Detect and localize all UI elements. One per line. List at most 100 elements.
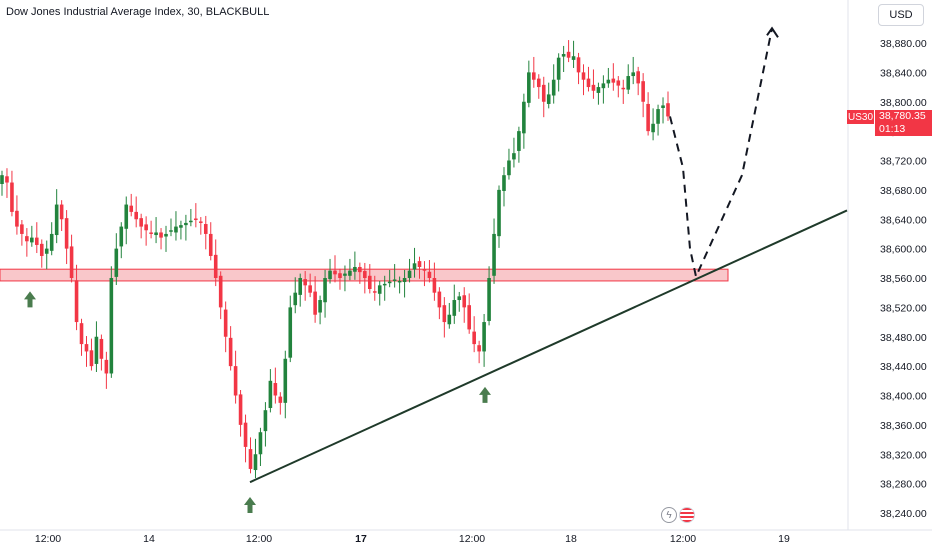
candle-body — [333, 270, 337, 275]
candle-body — [442, 305, 447, 323]
candle-body — [144, 224, 148, 231]
candle-body — [482, 322, 486, 352]
price-tick-label: 38,880.00 — [880, 38, 927, 50]
candle-body — [631, 72, 636, 77]
time-tick-label: 12:00 — [246, 533, 272, 545]
candle-body — [129, 205, 134, 212]
candle-body — [328, 270, 332, 280]
candle-body — [69, 246, 74, 278]
candle-body — [268, 380, 273, 408]
candle-body — [109, 278, 114, 374]
time-tick-label: 19 — [778, 533, 790, 545]
candle-body — [203, 224, 208, 234]
up-arrow-markers — [24, 26, 779, 513]
candle-body — [99, 338, 104, 359]
candle-body — [298, 278, 303, 295]
candle-body — [273, 383, 278, 396]
price-tick-label: 38,320.00 — [880, 449, 927, 461]
candle-body — [54, 204, 59, 236]
candle-body — [30, 237, 34, 243]
candle-body — [293, 292, 298, 306]
candle-body — [437, 291, 442, 308]
candle-body — [248, 449, 253, 469]
time-tick-label: 17 — [355, 533, 367, 545]
time-axis[interactable]: 12:00 14 12:00 17 12:00 18 12:00 19 — [35, 533, 790, 545]
candle-body — [462, 295, 467, 308]
us-flag-event-icon[interactable] — [679, 507, 695, 523]
price-tick-label: 38,360.00 — [880, 420, 927, 432]
candle-body — [149, 232, 153, 234]
candle-body — [606, 79, 611, 84]
candle-body — [15, 210, 19, 227]
candle-body — [243, 422, 248, 447]
candle-body — [641, 81, 645, 102]
candle-body — [164, 233, 168, 237]
candle-body — [527, 72, 531, 103]
candle-body — [353, 266, 357, 272]
price-tick-label: 38,280.00 — [880, 479, 927, 491]
price-tick-label: 38,600.00 — [880, 244, 927, 256]
bar-countdown: 01:13 — [879, 123, 906, 135]
candle-body — [397, 280, 402, 283]
candle-body — [502, 175, 506, 191]
candle-body — [74, 280, 79, 323]
candle-body — [566, 51, 571, 58]
candle-body — [507, 160, 511, 176]
candle-body — [238, 394, 243, 425]
candle-body — [59, 204, 64, 220]
candle-body — [422, 269, 427, 271]
candle-body — [49, 233, 54, 251]
price-tick-label: 38,520.00 — [880, 302, 927, 314]
candle-body — [646, 103, 650, 132]
candle-body — [546, 94, 551, 104]
up-arrow-icon — [24, 291, 36, 308]
candle-body — [278, 396, 283, 403]
candle-body — [492, 233, 496, 276]
candle-body — [402, 278, 407, 283]
candle-body — [64, 218, 69, 249]
candle-body — [79, 323, 84, 345]
candle-body — [541, 84, 546, 102]
candle-body — [119, 226, 124, 247]
candle-body — [596, 87, 601, 93]
candle-body — [189, 220, 193, 223]
price-tick-label: 38,840.00 — [880, 67, 927, 79]
candle-body — [283, 358, 288, 403]
candle-body — [139, 218, 143, 227]
candle-body — [39, 243, 44, 256]
ascending-trendline[interactable] — [249, 209, 848, 484]
candle-body — [616, 80, 621, 86]
candle-body — [467, 305, 471, 330]
candle-body — [551, 79, 556, 96]
candle-body — [427, 271, 432, 278]
candle-body — [233, 366, 238, 396]
candle-body — [84, 344, 89, 352]
candle-body — [576, 57, 581, 73]
candle-body — [20, 224, 24, 234]
candle-body — [372, 291, 377, 293]
projection-path[interactable] — [669, 28, 773, 280]
candle-body — [601, 83, 606, 89]
candle-body — [94, 336, 99, 364]
candle-body — [10, 182, 14, 212]
candle-body — [626, 76, 631, 90]
candle-body — [34, 237, 39, 245]
candle-body — [5, 176, 9, 183]
candle-body — [223, 309, 228, 337]
candle-body — [497, 189, 501, 237]
candle-body — [358, 266, 362, 273]
lightning-event-icon[interactable]: ϟ — [661, 507, 677, 523]
candle-body — [561, 54, 566, 57]
candle-body — [134, 211, 138, 220]
candle-body — [666, 103, 670, 117]
currency-button[interactable]: USD — [878, 4, 924, 26]
candle-body — [522, 101, 526, 134]
candle-body — [124, 204, 129, 229]
candle-body — [228, 337, 233, 367]
candle-body — [313, 291, 317, 315]
candle-body — [159, 232, 163, 238]
candle-body — [581, 72, 586, 80]
price-tick-label: 38,240.00 — [880, 508, 927, 520]
time-tick-label: 18 — [565, 533, 577, 545]
